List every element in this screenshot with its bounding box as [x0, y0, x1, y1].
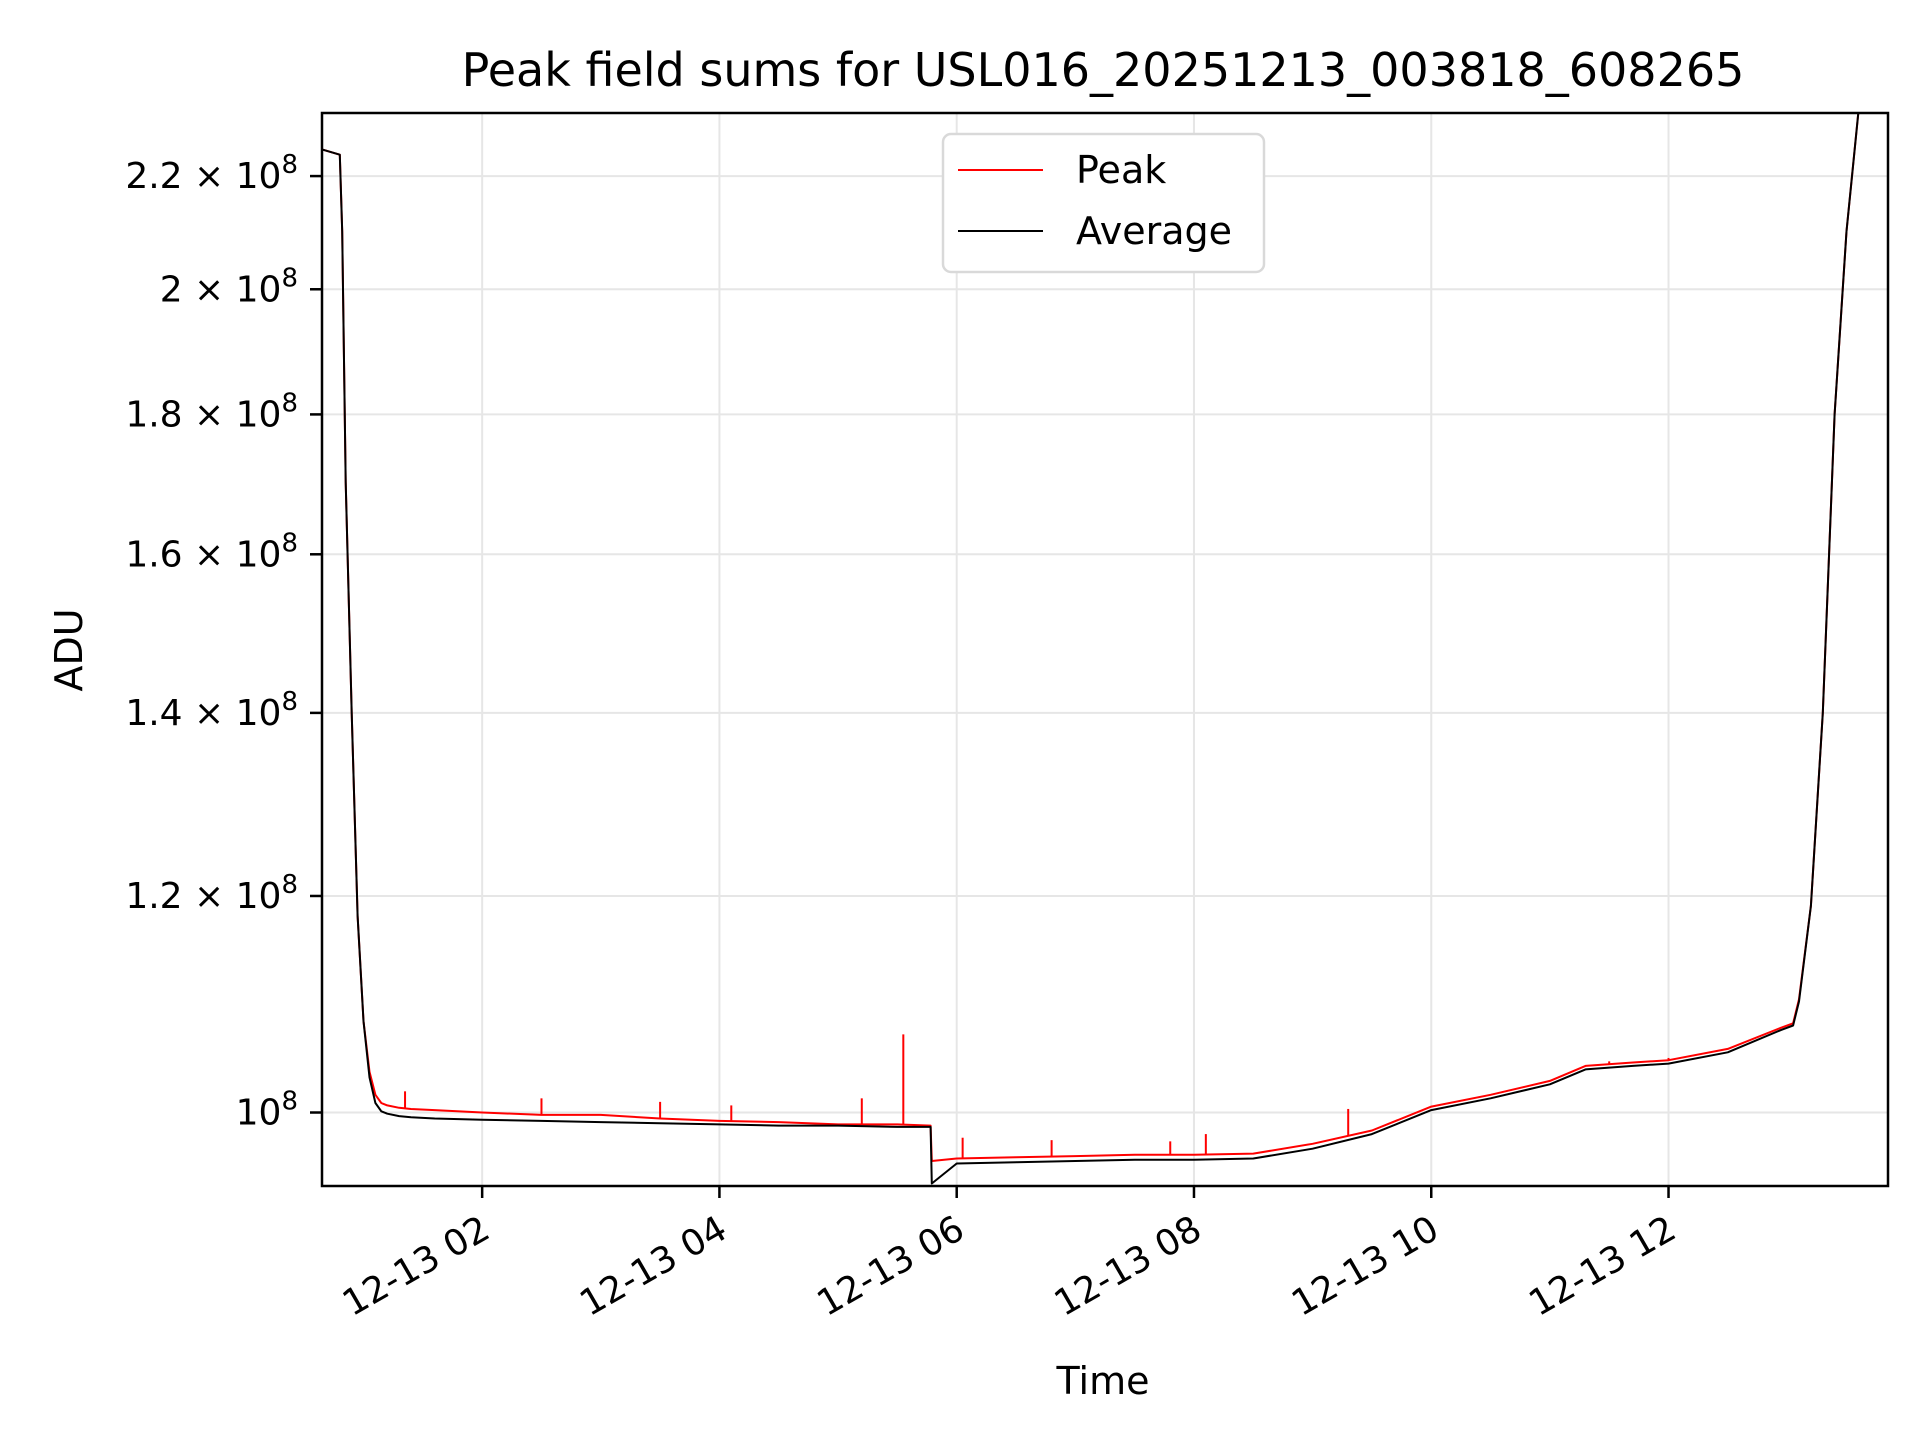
legend-peak-label: Peak	[1076, 148, 1166, 192]
chart-title: Peak field sums for USL016_20251213_0038…	[462, 43, 1745, 97]
y-tick-label-3: 1.6 × 108	[125, 528, 298, 575]
x-axis-label: Time	[1056, 1359, 1150, 1403]
y-tick-label-0: 108	[236, 1087, 298, 1134]
series-average-line	[321, 112, 1860, 1185]
grid-layer	[322, 113, 1888, 1186]
legend-average-label: Average	[1076, 209, 1232, 253]
y-tick-label-4: 1.8 × 108	[125, 388, 298, 435]
y-tick-label-6: 2.2 × 108	[125, 150, 298, 197]
legend: Peak Average	[941, 132, 1266, 274]
series-layer	[321, 112, 1860, 1185]
legend-box	[941, 132, 1266, 274]
y-tick-label-1: 1.2 × 108	[125, 870, 298, 917]
y-tick-label-5: 2 × 108	[160, 263, 298, 310]
y-tick-label-2: 1.4 × 108	[125, 687, 298, 734]
axes-layer	[320, 111, 1890, 1188]
plot-frame	[320, 111, 1890, 1188]
y-axis-label: ADU	[47, 608, 91, 691]
